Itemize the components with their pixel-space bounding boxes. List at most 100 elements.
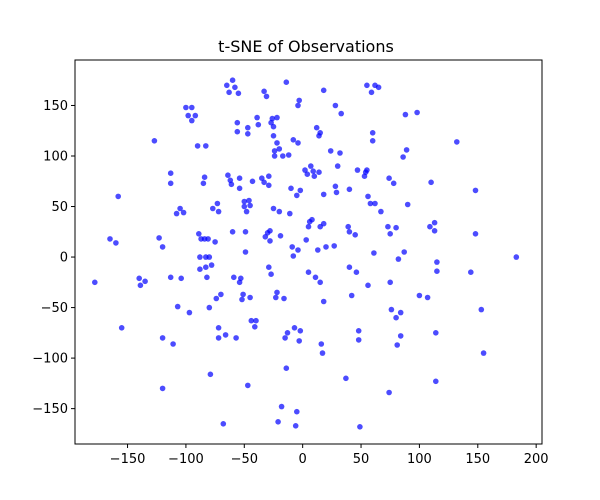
data-point	[385, 223, 391, 230]
data-point	[249, 178, 256, 185]
data-point	[159, 244, 166, 250]
data-point	[346, 229, 353, 235]
data-point	[313, 124, 320, 131]
data-point	[287, 210, 293, 217]
data-point	[186, 309, 193, 316]
data-point	[303, 237, 310, 243]
data-point	[277, 233, 284, 239]
data-point	[235, 90, 242, 97]
data-point	[305, 223, 312, 230]
data-point	[346, 186, 353, 193]
data-point	[427, 223, 433, 230]
x-tick-label: 100	[407, 452, 432, 467]
data-point	[271, 148, 278, 154]
data-point	[189, 104, 195, 111]
data-point	[267, 228, 273, 234]
data-point	[424, 294, 431, 301]
data-point	[276, 146, 283, 152]
data-point	[320, 220, 327, 227]
data-point	[315, 247, 321, 253]
data-point	[369, 138, 376, 144]
data-point	[364, 167, 370, 173]
points-layer	[92, 77, 520, 430]
data-point	[346, 264, 353, 271]
data-point	[355, 337, 362, 343]
x-tick-label: −50	[231, 452, 258, 467]
data-point	[393, 224, 399, 231]
x-tick-label: 150	[465, 452, 490, 467]
data-point	[378, 208, 384, 215]
data-point	[197, 266, 203, 273]
data-point	[281, 295, 287, 302]
data-point	[284, 330, 291, 336]
x-tick-label: 0	[299, 452, 307, 467]
data-point	[180, 209, 187, 216]
data-point	[309, 216, 315, 223]
data-point	[312, 274, 319, 281]
data-point	[317, 279, 324, 286]
data-point	[310, 168, 317, 174]
data-point	[222, 332, 229, 338]
y-tick-label: −50	[41, 301, 68, 316]
data-point	[267, 238, 273, 244]
data-point	[327, 148, 334, 154]
data-point	[242, 249, 249, 255]
data-point	[390, 180, 397, 187]
data-point	[214, 200, 221, 207]
data-point	[270, 205, 277, 212]
data-point	[468, 269, 474, 276]
data-point	[229, 229, 236, 235]
data-point	[431, 219, 438, 226]
data-point	[248, 317, 255, 324]
data-point	[400, 154, 406, 160]
data-point	[364, 82, 370, 89]
data-point	[386, 175, 392, 181]
data-point	[213, 295, 220, 302]
data-point	[266, 173, 272, 179]
data-point	[352, 232, 359, 238]
data-point	[174, 303, 181, 310]
data-point	[311, 173, 318, 179]
data-point	[354, 167, 361, 173]
data-point	[292, 423, 299, 429]
x-tick-label: −150	[110, 452, 146, 467]
data-point	[266, 182, 272, 189]
data-point	[275, 419, 281, 425]
data-point	[224, 82, 230, 89]
x-axis: −150 −100 −50 0 50 100 150 200	[110, 444, 549, 467]
data-point	[305, 269, 312, 276]
data-point	[270, 123, 277, 130]
data-point	[215, 325, 222, 331]
data-point	[205, 236, 211, 242]
data-point	[367, 200, 374, 207]
data-point	[189, 117, 195, 124]
y-tick-label: 0	[60, 251, 68, 266]
data-point	[434, 259, 440, 265]
data-point	[319, 350, 326, 356]
data-point	[270, 133, 277, 139]
data-point	[387, 231, 394, 237]
data-point	[353, 269, 360, 276]
data-point	[402, 111, 409, 118]
data-point	[304, 171, 311, 177]
data-point	[317, 130, 324, 136]
data-point	[395, 256, 402, 262]
data-point	[433, 378, 439, 385]
data-point	[245, 131, 251, 137]
data-point	[246, 197, 252, 204]
data-point	[332, 102, 339, 109]
data-point	[196, 231, 202, 237]
data-point	[371, 250, 377, 256]
data-point	[238, 275, 244, 282]
y-tick-label: 50	[51, 200, 68, 215]
data-point	[274, 289, 280, 296]
data-point	[234, 119, 241, 126]
data-point	[241, 198, 248, 205]
data-point	[215, 335, 222, 341]
data-point	[297, 328, 304, 334]
data-point	[178, 275, 184, 282]
data-point	[173, 210, 180, 217]
data-point	[192, 112, 199, 119]
data-point	[372, 200, 378, 207]
